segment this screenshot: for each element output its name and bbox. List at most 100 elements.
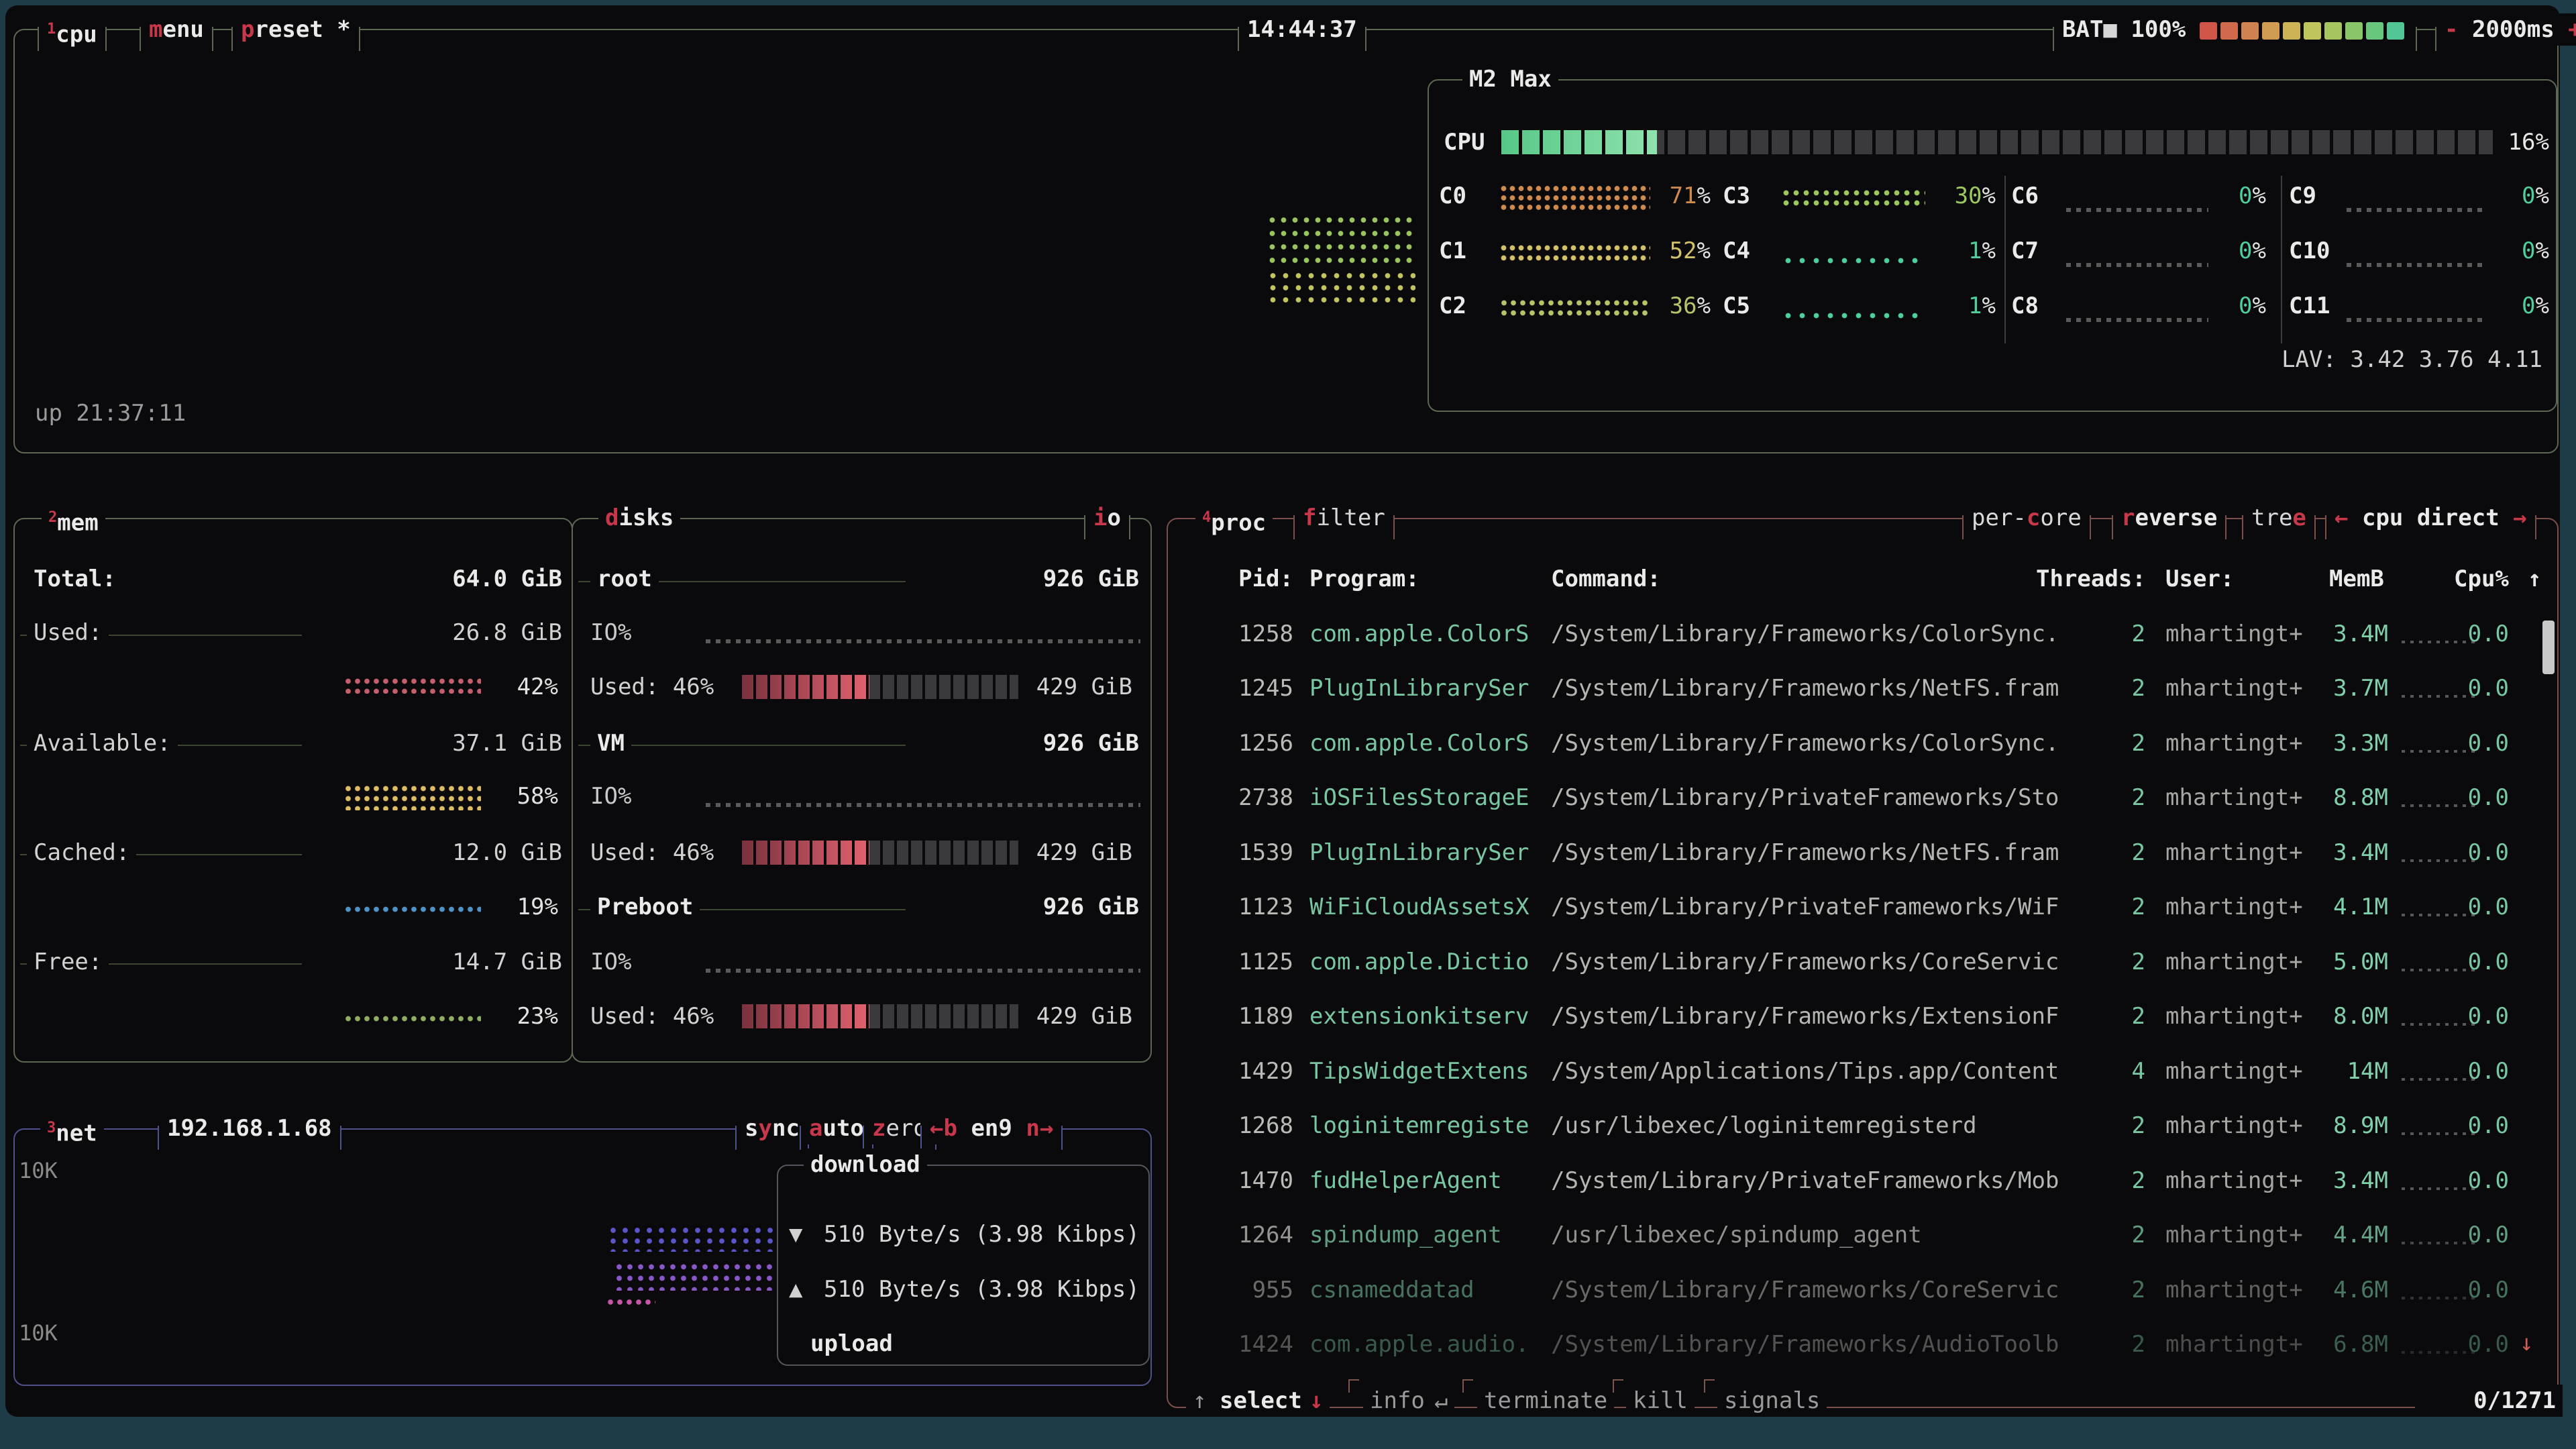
core-graph [1499,184,1650,212]
core-graph [1499,243,1650,263]
signals-button[interactable]: signals [1717,1385,1827,1417]
sort-next-button[interactable]: → [2513,504,2527,531]
bracket [1348,1379,1359,1393]
proc-reverse-toggle[interactable]: reverse [2112,502,2227,539]
kill-button[interactable]: kill [1626,1385,1695,1417]
terminate-button[interactable]: terminate [1477,1385,1615,1417]
tab-preset[interactable]: preset * [231,13,360,51]
tab-cpu[interactable]: 1cpu [38,13,107,52]
uptime: up 21:37:11 [35,400,186,427]
disk-size: 926 GiB [906,891,1146,923]
select-up-icon[interactable]: ↑ [1186,1385,1214,1417]
interval-value: 2000ms [2471,16,2555,43]
net-tab-sync[interactable]: sync [735,1112,809,1150]
core-percent: 1% [1968,292,1996,319]
process-row[interactable]: 1189 extensionkitserv/System/Library/Fram… [1238,1003,2509,1030]
col-cpu: Cpu% [2454,566,2509,592]
proc-filter-button[interactable]: filter [1293,502,1395,539]
net-speed-box [777,1165,1150,1366]
cpu-history-graph-lower [1267,270,1415,309]
net-tab-auto[interactable]: auto [800,1112,873,1150]
cpu-total-meter [1501,130,2493,154]
select-button[interactable]: select [1213,1385,1309,1417]
mem-used-percent: 42% [517,674,558,700]
core-label: C6 [2011,182,2039,209]
core-graph [1499,298,1650,318]
core-divider [2004,176,2006,343]
col-mem: MemB [2329,566,2384,592]
core-graph [2066,263,2208,267]
disk-io-label: IO% [590,949,632,975]
interval-plus-button[interactable]: + [2568,16,2576,43]
proc-scrollbar[interactable] [2542,621,2555,674]
disk-used-label: Used: 46% [590,1003,714,1030]
core-graph [1781,311,1925,320]
core-percent: 1% [1968,237,1996,264]
tab-io[interactable]: io [1084,502,1130,539]
disk-used-meter [742,1004,1018,1028]
process-row[interactable]: 1125 com.apple.Dictio/System/Library/Fram… [1238,949,2509,975]
core-graph [2347,208,2487,212]
prev-interface-button[interactable]: ←b [930,1115,957,1142]
divider [20,745,557,746]
process-row[interactable]: 1470 fudHelperAgent/System/Library/Privat… [1238,1167,2509,1194]
sort-prev-button[interactable]: ← [2334,504,2349,531]
cpu-core-box [1428,79,2557,412]
divider [20,854,557,855]
net-upload-graph-tail [606,1297,655,1307]
disk-name: VM [590,727,631,759]
mem-free-label: Free: [27,946,109,978]
select-down-icon[interactable]: ↓ [1303,1385,1330,1417]
mem-available-percent: 58% [517,783,558,810]
process-row[interactable]: 1123 WiFiCloudAssetsX/System/Library/Priv… [1238,894,2509,920]
upload-speed: 510 Byte/s (3.98 Kibps) [824,1276,1140,1303]
core-label: C8 [2011,292,2039,319]
mem-available-graph [343,784,481,810]
interval-minus-button[interactable]: - [2445,16,2459,43]
disk-name: Preboot [590,891,700,923]
disk-used-size: 429 GiB [1036,839,1132,866]
mem-cached-graph [343,904,481,914]
next-interface-button[interactable]: n→ [1026,1115,1054,1142]
update-interval: - 2000ms + [2435,13,2576,51]
core-graph [2347,318,2487,322]
process-row[interactable]: 2738 iOSFilesStorageE/System/Library/Priv… [1238,784,2509,811]
info-button[interactable]: info [1363,1385,1432,1417]
process-row[interactable]: 955 csnameddatad/System/Library/Framework… [1252,1277,2509,1303]
process-row[interactable]: 1258 com.apple.ColorS/System/Library/Fram… [1238,621,2509,647]
net-axis-bottom: 10K [19,1320,58,1346]
core-graph [2066,318,2208,322]
process-row[interactable]: 1539 PlugInLibrarySer/System/Library/Fram… [1238,839,2509,866]
net-interface-switch[interactable]: ←b en9 n→ [920,1112,1063,1150]
proc-tree-toggle[interactable]: tree [2242,502,2316,539]
proc-per-core-toggle[interactable]: per-core [1962,502,2091,539]
process-row[interactable]: 1268 loginitemregiste/usr/libexec/loginit… [1238,1112,2509,1139]
process-row[interactable]: 1424 com.apple.audio./System/Library/Fram… [1238,1331,2509,1358]
upload-arrow-icon: ▲ [789,1276,803,1303]
interface-name: en9 [971,1115,1012,1142]
proc-title: 4proc [1195,502,1273,539]
disk-io-label: IO% [590,619,632,646]
mem-free-percent: 23% [517,1003,558,1030]
disks-title: disks [598,502,681,534]
bracket [1462,1379,1473,1393]
disk-io-graph [706,969,1140,973]
disks-box [572,518,1152,1063]
process-row[interactable]: 1256 com.apple.ColorS/System/Library/Fram… [1238,730,2509,757]
process-row[interactable]: 1245 PlugInLibrarySer/System/Library/Fram… [1238,675,2509,702]
core-percent: 0% [2239,182,2266,209]
process-row[interactable]: 1429 TipsWidgetExtens/System/Applications… [1238,1058,2509,1085]
tab-menu[interactable]: menu [140,13,213,51]
load-average: LAV: 3.42 3.76 4.11 [2282,346,2542,373]
process-row[interactable]: 1264 spindump_agent/usr/libexec/spindump_… [1238,1222,2509,1248]
mem-title: 2mem [42,502,105,539]
core-label: C4 [1723,237,1750,264]
bracket [1704,1379,1715,1393]
disk-used-meter [742,841,1018,865]
core-percent: 30% [1954,182,1996,209]
hotkey-1: 1 [47,21,56,38]
disk-used-size: 429 GiB [1036,674,1132,700]
proc-sort-selector: ← cpu direct → [2325,502,2536,539]
core-percent: 36% [1669,292,1711,319]
core-label: C9 [2289,182,2316,209]
